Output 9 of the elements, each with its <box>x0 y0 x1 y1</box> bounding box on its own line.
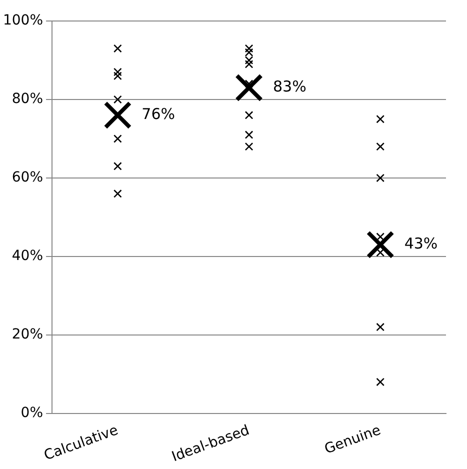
y-tick-label: 40% <box>12 248 44 264</box>
y-tick-label: 80% <box>12 91 44 108</box>
data-label: 43% <box>404 234 438 253</box>
data-label: 83% <box>273 78 306 96</box>
y-tick-label: 60% <box>12 170 44 186</box>
y-tick-label: 0% <box>20 405 44 422</box>
y-tick-label: 20% <box>12 326 44 343</box>
y-tick-label: 100% <box>2 12 44 29</box>
data-label: 76% <box>142 105 176 124</box>
